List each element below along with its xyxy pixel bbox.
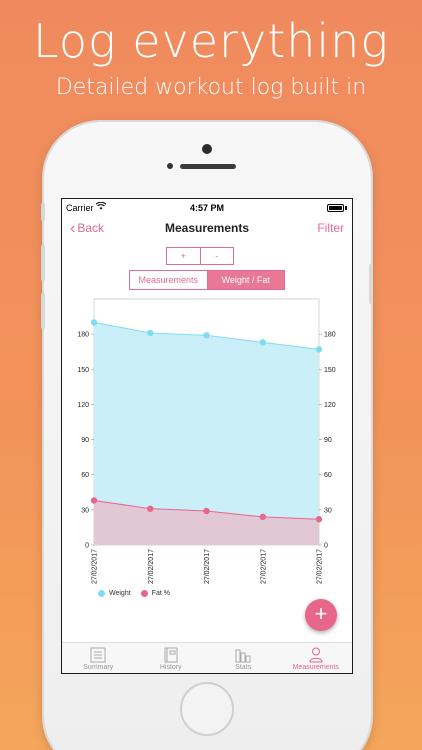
legend-item-fat: Fat % [140, 590, 170, 597]
data-point-1-4 [315, 516, 323, 523]
y-tick-label-left-5: 150 [77, 367, 89, 374]
chart-legend: Weight Fat % [98, 590, 180, 597]
x-tick-label-1: 27/02/2017 [148, 549, 155, 584]
page-title: Measurements [164, 221, 250, 235]
home-button[interactable] [180, 682, 234, 736]
tab-bar: Summary History Stats Measurements [62, 642, 353, 673]
volume-down-button [41, 293, 45, 329]
y-tick-label-left-4: 120 [77, 402, 89, 409]
status-bar: Carrier 4:57 PM [62, 199, 352, 217]
y-tick-label-right-4: 120 [324, 402, 336, 409]
promo-headline: Log everything [33, 14, 389, 68]
list-icon [62, 646, 135, 664]
x-tick-label-0: 27/02/2017 [92, 549, 99, 584]
tab-measurements-label: Measurements [292, 664, 339, 671]
legend-item-weight: Weight [98, 590, 131, 597]
battery-icon [327, 204, 344, 212]
y-tick-label-left-6: 180 [77, 332, 89, 339]
earpiece-speaker [180, 164, 236, 169]
front-camera [202, 144, 212, 154]
y-tick-label-left-3: 90 [81, 437, 89, 444]
promo-subline: Detailed workout log built in [55, 75, 367, 100]
y-tick-label-right-3: 90 [324, 437, 332, 444]
tab-summary-label: Summary [83, 664, 114, 671]
back-label: Back [77, 221, 105, 235]
tab-measurements[interactable]: Measurements [280, 643, 353, 673]
back-button[interactable]: ‹ Back [70, 220, 105, 237]
data-point-0-2 [203, 332, 210, 339]
app-screen: Carrier 4:57 PM ‹ Back Measurements Filte… [61, 198, 353, 674]
y-tick-label-left-0: 0 [85, 543, 89, 550]
data-point-1-3 [259, 513, 266, 521]
y-tick-label-left-2: 60 [81, 472, 89, 479]
person-icon [280, 646, 353, 664]
mute-switch [41, 203, 45, 221]
segment-measurements[interactable]: Measurements [129, 270, 208, 290]
chevron-left-icon: ‹ [70, 220, 76, 237]
zoom-controls: + - [166, 247, 234, 265]
carrier-label: Carrier [66, 203, 94, 213]
legend-swatch-weight [98, 590, 105, 597]
wifi-icon [95, 201, 107, 212]
data-point-1-0 [90, 497, 98, 504]
y-tick-label-left-1: 30 [81, 507, 89, 514]
tab-stats-label: Stats [235, 664, 252, 671]
legend-swatch-fat [140, 590, 148, 597]
battery-tip [345, 206, 347, 210]
tab-history[interactable]: History [135, 643, 208, 673]
y-tick-label-right-6: 180 [324, 332, 336, 339]
proximity-sensor [167, 163, 173, 169]
y-tick-label-right-0: 0 [324, 543, 328, 550]
data-point-0-0 [90, 319, 98, 326]
series-area-0 [94, 322, 319, 545]
x-tick-label-2: 27/02/2017 [204, 549, 211, 584]
status-time: 4:57 PM [189, 203, 224, 213]
data-point-1-2 [203, 507, 210, 515]
x-tick-label-4: 27/02/2017 [317, 549, 324, 584]
y-tick-label-right-5: 150 [324, 367, 336, 374]
legend-label-weight: Weight [109, 590, 131, 597]
x-tick-label-3: 27/02/2017 [260, 549, 267, 584]
tab-history-label: History [159, 664, 182, 671]
data-point-0-4 [315, 346, 323, 353]
legend-label-fat: Fat % [151, 590, 170, 597]
data-point-1-1 [147, 505, 154, 512]
segment-weight-fat[interactable]: Weight / Fat [207, 270, 285, 290]
bar-chart-icon [207, 646, 280, 664]
tab-summary[interactable]: Summary [62, 643, 135, 673]
volume-up-button [41, 245, 45, 281]
zoom-in-button[interactable]: + [166, 247, 201, 265]
add-measurement-button[interactable]: + [305, 599, 337, 631]
measurement-segmented-control: Measurements Weight / Fat [129, 270, 285, 290]
navigation-bar: ‹ Back Measurements Filter [62, 217, 352, 241]
weight-fat-chart: 0 0 30 30 60 60 90 90 120 120 150 150 180 180 27/02/20… [77, 298, 336, 584]
y-tick-label-right-1: 30 [324, 507, 332, 514]
zoom-out-button[interactable]: - [200, 247, 234, 265]
power-button [369, 264, 373, 304]
data-point-0-3 [259, 339, 266, 346]
filter-button[interactable]: Filter [317, 221, 344, 235]
tab-stats[interactable]: Stats [207, 643, 280, 673]
data-point-0-1 [147, 329, 154, 337]
book-icon [135, 646, 208, 664]
y-tick-label-right-2: 60 [324, 472, 332, 479]
